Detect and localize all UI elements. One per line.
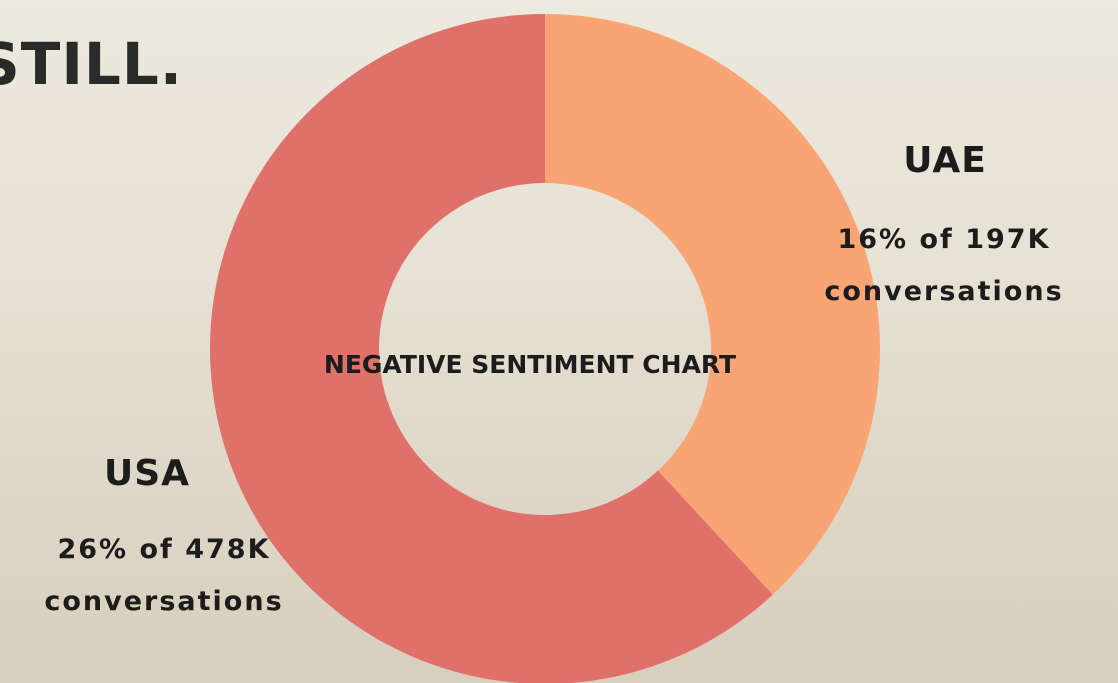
category-label: UAE — [870, 140, 1020, 181]
value-label: 16% of 197K conversations — [799, 214, 1089, 318]
value-label: 26% of 478K conversations — [19, 524, 309, 628]
category-label: USA — [72, 453, 222, 494]
page: {"heading": "STILL.", "chart_data": {"ty… — [0, 0, 1118, 683]
chart-title: NEGATIVE SENTIMENT CHART — [324, 350, 736, 379]
